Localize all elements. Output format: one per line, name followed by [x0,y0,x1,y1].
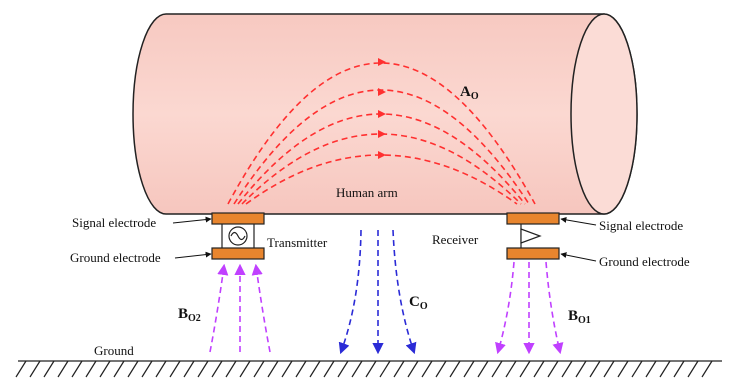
path-label-b-left: BO2 [178,306,201,324]
ground-hatch [575,360,587,378]
ground-hatch [113,360,125,378]
field-line-arrowheads [378,58,386,159]
ground-electrode-left-pointer [174,251,212,259]
ground-hatch [393,360,405,378]
path-label-c: CO [409,294,428,312]
ground-hatch [547,360,559,378]
tx-ground-electrode [211,247,265,260]
tx-signal-electrode [211,212,265,225]
ground-hatch [701,360,713,378]
ground-hatch [295,360,307,378]
ac-source-icon [228,226,248,246]
transmitter-assembly [211,212,265,260]
ground-electrode-left-label: Ground electrode [70,250,161,265]
ground-hatch [519,360,531,378]
ground-hatch [43,360,55,378]
signal-electrode-right-pointer [560,216,597,226]
leak-arrow [209,263,229,353]
tx-leakage-arrows [209,263,271,353]
arrowhead [378,110,386,118]
ground-hatch [407,360,419,378]
ground-hatch [281,360,293,378]
ground-hatch [645,360,657,378]
ground-hatch [491,360,503,378]
receiver-label: Receiver [432,232,479,247]
ground-hatch [99,360,111,378]
svg-text:CO: CO [409,294,428,312]
signal-electrode-right-label: Signal electrode [599,218,683,233]
ground-hatch [211,360,223,378]
ground-hatch [15,360,27,378]
return-arrow [338,229,362,355]
ground-hatch [71,360,83,378]
ground-hatch [435,360,447,378]
arrowhead [378,130,386,138]
rx-ground-electrode [506,247,560,260]
human-arm-label: Human arm [336,185,398,200]
rx-signal-electrode [506,212,560,225]
path-label-a: AO [460,84,479,102]
ground-electrode-right-pointer [560,252,597,262]
ground-hatch [421,360,433,378]
return-path-arrows [338,229,417,355]
ground-hatch [169,360,181,378]
svg-text:BO2: BO2 [178,306,201,324]
ground-hatch [197,360,209,378]
leak-arrow [251,263,271,353]
ground-label: Ground [94,343,134,358]
ground-hatch [533,360,545,378]
ground-hatch [309,360,321,378]
ground-hatch [323,360,335,378]
ground-hatch [673,360,685,378]
ground-hatch [141,360,153,378]
ground-hatch [631,360,643,378]
arrowhead [378,88,386,96]
ground-hatch [477,360,489,378]
leak-arrow [545,261,564,355]
field-line [227,62,536,205]
ground-hatch [463,360,475,378]
ground-hatch [561,360,573,378]
ground-hatch [29,360,41,378]
ground-hatch [239,360,251,378]
svg-text:AO: AO [460,84,479,102]
signal-electrode-left-label: Signal electrode [72,215,156,230]
signal-electrode-left-pointer [172,216,212,224]
path-label-b-right: BO1 [568,308,591,326]
ground-hatch [659,360,671,378]
leak-arrow [495,261,515,355]
ground-hatch [687,360,699,378]
ground-hatch [351,360,363,378]
ground-hatch [365,360,377,378]
ground-hatch [449,360,461,378]
ground-hatch [253,360,265,378]
ground-hatch [617,360,629,378]
ground-hatch [379,360,391,378]
ground-hatch [589,360,601,378]
ground-hatch [225,360,237,378]
ground-hatch [85,360,97,378]
field-line [241,133,522,205]
ground-hatch [127,360,139,378]
arrowhead [378,151,386,159]
transmitter-label: Transmitter [267,235,328,250]
arrowhead [378,58,386,66]
ground-hatch [505,360,517,378]
amplifier-icon [520,228,542,244]
svg-text:BO1: BO1 [568,308,591,326]
ground-electrode-right-label: Ground electrode [599,254,690,269]
ground-plane [15,360,722,378]
return-arrow [392,229,417,355]
ground-hatch [267,360,279,378]
ground-hatch [155,360,167,378]
ground-hatch [57,360,69,378]
ground-hatch [183,360,195,378]
ground-hatch [603,360,615,378]
receiver-assembly [506,212,560,260]
rx-leakage-arrows [495,261,564,355]
ground-hatch [337,360,349,378]
